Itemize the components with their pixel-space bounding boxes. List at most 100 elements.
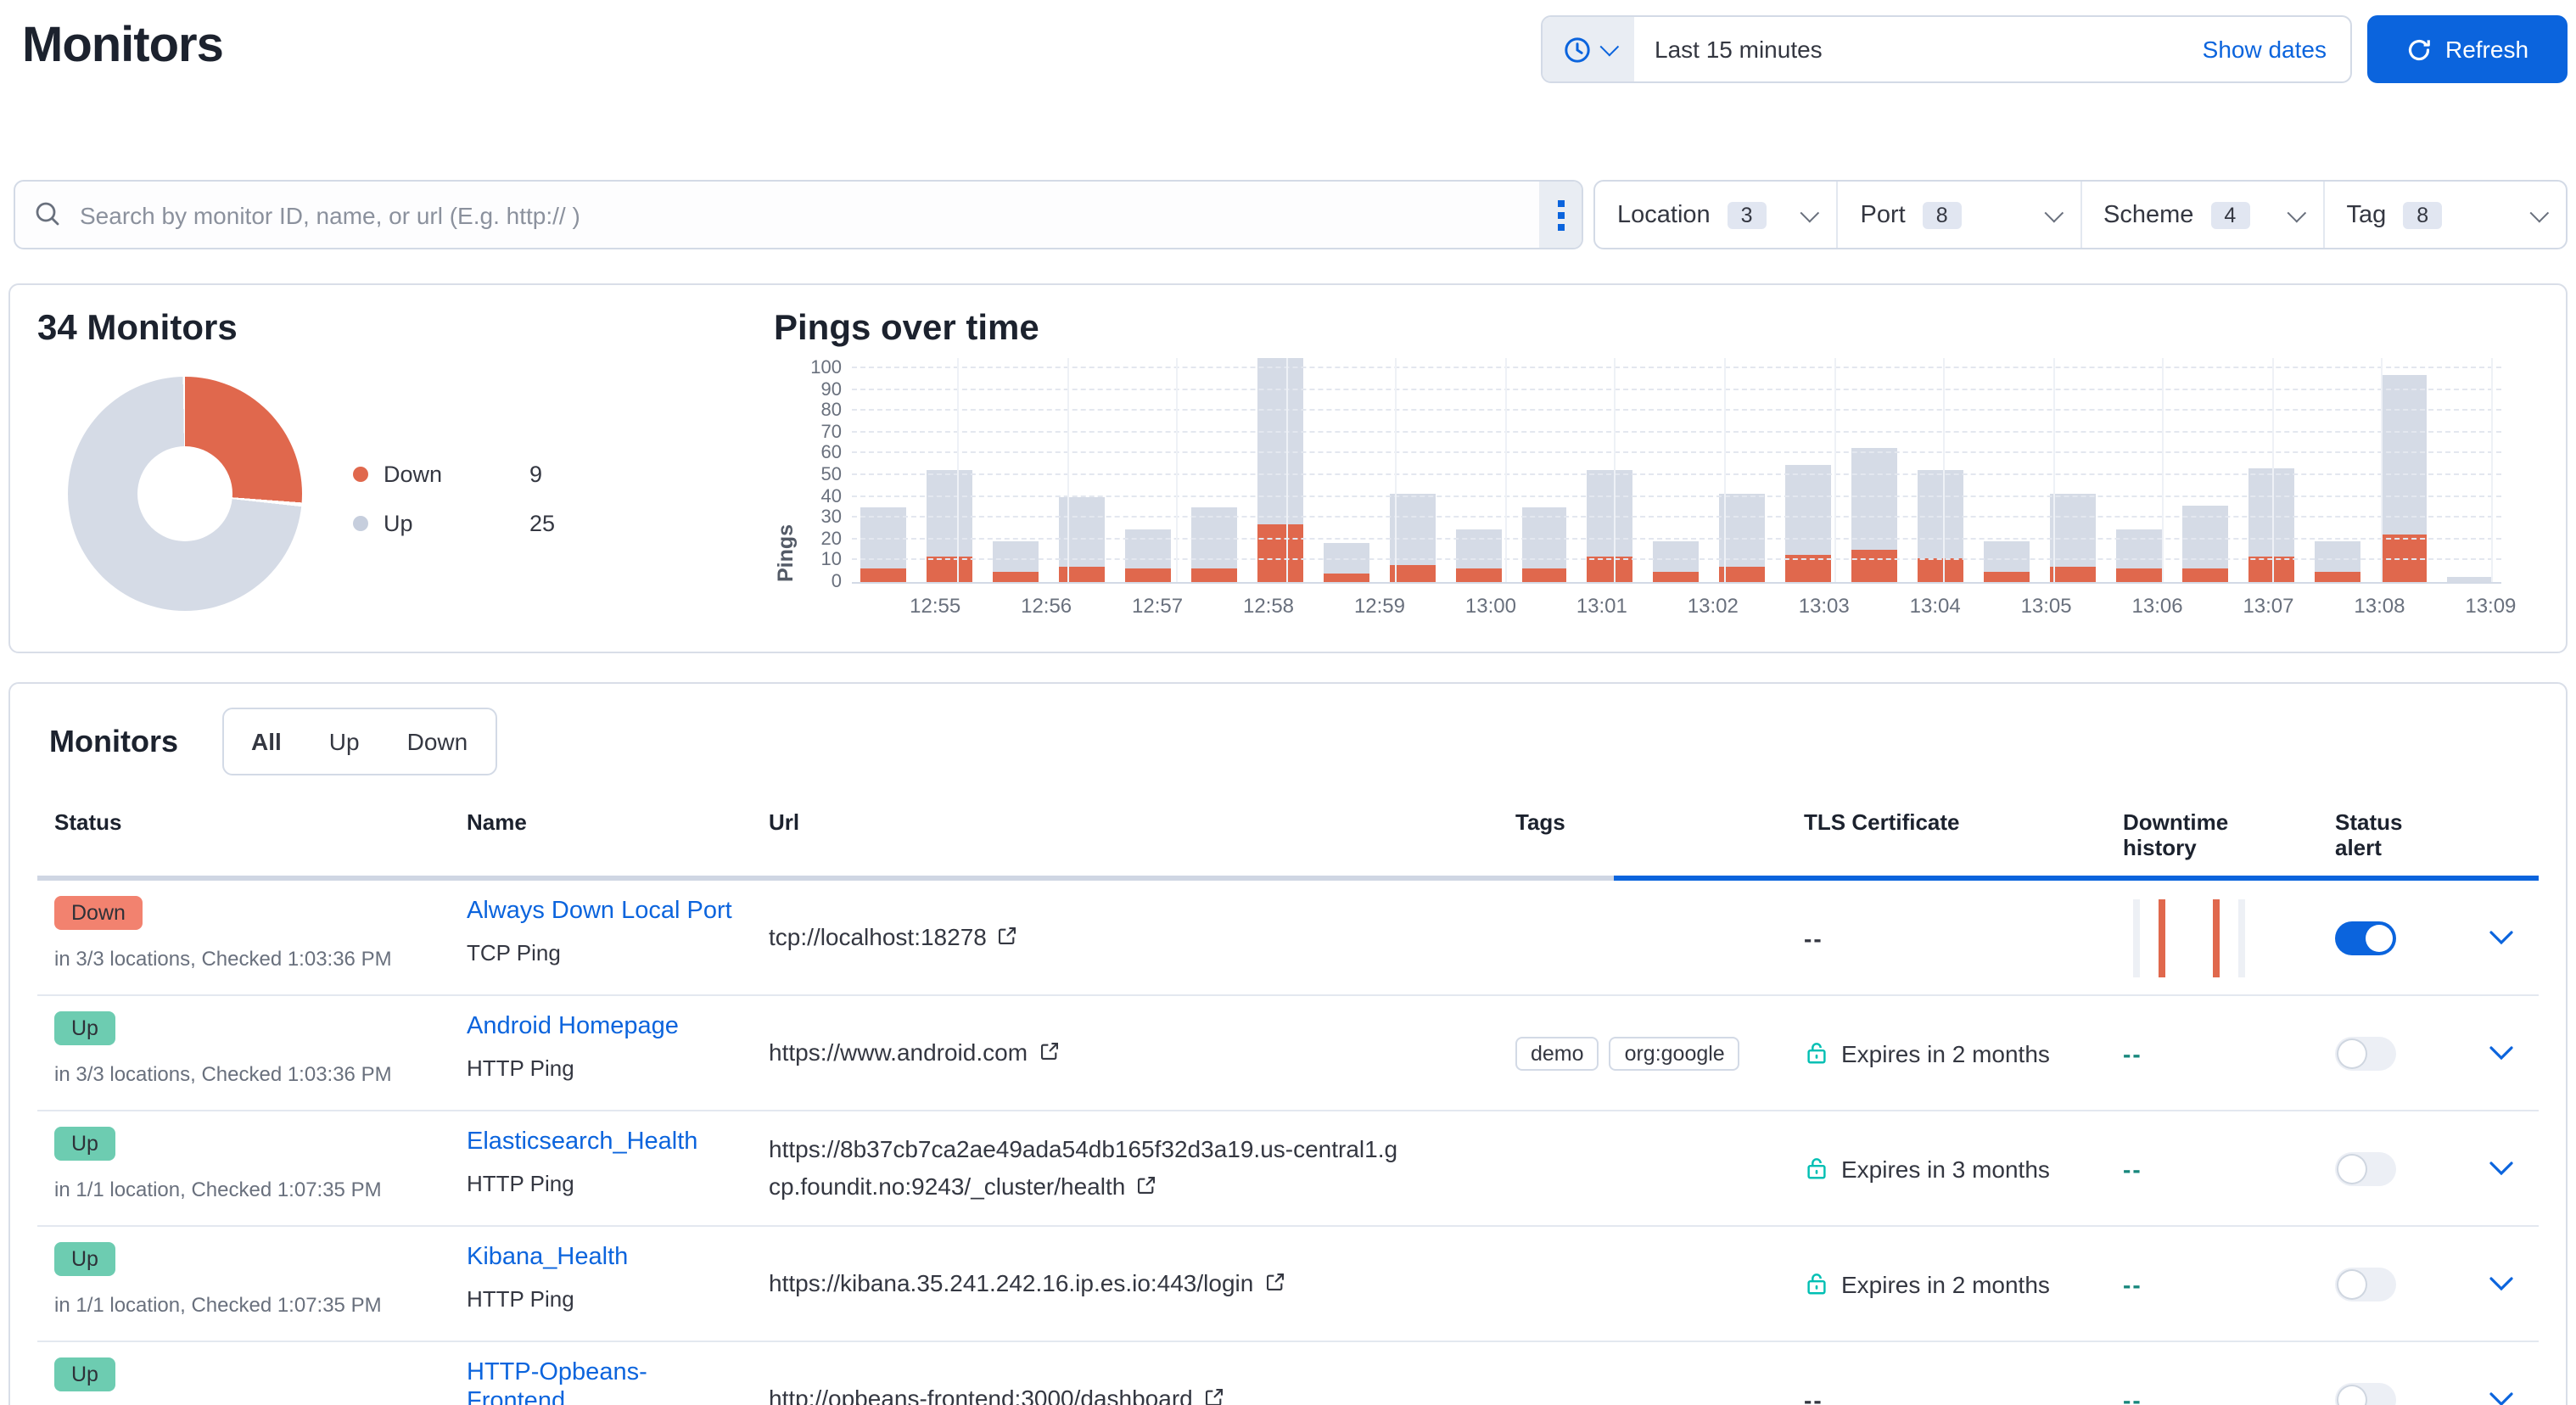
v-gridline bbox=[957, 358, 960, 582]
ping-bar-down-segment bbox=[860, 568, 906, 582]
ping-bar-down-segment bbox=[2248, 556, 2294, 582]
ping-bar-down-segment bbox=[1323, 573, 1369, 582]
status-alert-toggle[interactable] bbox=[2335, 1267, 2396, 1301]
monitor-name-link[interactable]: Always Down Local Port bbox=[467, 898, 732, 925]
status-cell: Down in 3/3 locations, Checked 1:03:36 PM bbox=[37, 881, 453, 971]
tab-up[interactable]: Up bbox=[328, 728, 360, 755]
ping-bar-down-segment bbox=[1058, 567, 1105, 582]
super-date-picker[interactable]: Last 15 minutes Show dates bbox=[1541, 15, 2352, 83]
monitor-url-link[interactable]: https://www.android.com bbox=[769, 1038, 1060, 1065]
status-alert-toggle[interactable] bbox=[2335, 1382, 2396, 1405]
monitor-name-link[interactable]: Elasticsearch_Health bbox=[467, 1128, 698, 1156]
h-gridline bbox=[852, 537, 2501, 540]
expand-row-button[interactable] bbox=[2461, 1161, 2542, 1176]
filter-label: Scheme bbox=[2103, 201, 2194, 228]
monitor-url-link[interactable]: https://8b37cb7ca2ae49ada54db165f32d3a19… bbox=[769, 1134, 1398, 1199]
expand-chevron-icon bbox=[2489, 1392, 2513, 1405]
tls-certificate-cell: Expires in 3 months bbox=[1790, 1155, 2109, 1182]
downtime-history-cell bbox=[2109, 898, 2321, 977]
table-loading-bar bbox=[37, 876, 2539, 881]
v-gridline bbox=[1067, 358, 1069, 582]
filter-label: Port bbox=[1860, 201, 1906, 228]
ping-bar-down-segment bbox=[1719, 567, 1766, 582]
status-alert-toggle[interactable] bbox=[2335, 921, 2396, 954]
tls-certificate-cell: -- bbox=[1790, 1385, 2109, 1405]
y-tick: 90 bbox=[820, 379, 843, 400]
tab-all[interactable]: All bbox=[251, 728, 282, 755]
expand-row-button[interactable] bbox=[2461, 930, 2542, 945]
filter-count-badge: 8 bbox=[1922, 201, 1962, 228]
expand-row-button[interactable] bbox=[2461, 1276, 2542, 1291]
refresh-icon bbox=[2408, 38, 2430, 60]
monitor-url-link[interactable]: tcp://localhost:18278 bbox=[769, 922, 1019, 949]
monitor-url-link[interactable]: http://opbeans-frontend:3000/dashboard bbox=[769, 1384, 1225, 1405]
h-gridline bbox=[852, 451, 2501, 454]
ping-bar bbox=[1785, 464, 1832, 582]
v-gridline bbox=[2381, 358, 2383, 582]
filter-scheme[interactable]: Scheme 4 bbox=[2080, 182, 2323, 248]
v-gridline bbox=[1834, 358, 1836, 582]
status-alert-toggle[interactable] bbox=[2335, 1036, 2396, 1070]
downtime-empty-value: -- bbox=[2123, 1270, 2142, 1297]
name-cell: Kibana_Health HTTP Ping bbox=[453, 1227, 755, 1312]
ping-bar-down-segment bbox=[1190, 568, 1237, 582]
filter-location[interactable]: Location 3 bbox=[1595, 182, 1837, 248]
expand-chevron-icon bbox=[2489, 931, 2513, 945]
column-header-name: Name bbox=[467, 809, 527, 835]
legend-item-up[interactable]: Up 25 bbox=[353, 511, 555, 536]
status-alert-toggle[interactable] bbox=[2335, 1151, 2396, 1185]
status-alert-cell bbox=[2321, 1267, 2461, 1301]
quick-select-button[interactable] bbox=[1543, 17, 1634, 81]
search-input[interactable] bbox=[14, 180, 1583, 249]
x-tick: 13:04 bbox=[1909, 594, 1961, 618]
downtime-history-cell: -- bbox=[2109, 1270, 2321, 1297]
filter-count-badge: 3 bbox=[1727, 201, 1767, 228]
h-gridline bbox=[852, 388, 2501, 390]
kql-menu-button[interactable] bbox=[1539, 182, 1582, 248]
toggle-knob bbox=[2338, 1155, 2366, 1182]
ping-bar-down-segment bbox=[1521, 568, 1567, 582]
legend-value: 9 bbox=[529, 462, 543, 487]
time-controls: Last 15 minutes Show dates Refresh bbox=[1541, 15, 2568, 83]
time-range-value[interactable]: Last 15 minutes bbox=[1655, 36, 1823, 63]
ping-bar bbox=[1984, 541, 2030, 582]
status-badge: Up bbox=[54, 1011, 115, 1045]
page-title: Monitors bbox=[22, 19, 224, 73]
ping-bar bbox=[1124, 529, 1171, 582]
monitor-name-link[interactable]: Android Homepage bbox=[467, 1013, 679, 1040]
status-badge: Up bbox=[54, 1357, 115, 1391]
y-tick: 30 bbox=[820, 507, 843, 529]
toggle-knob bbox=[2338, 1039, 2366, 1066]
tag-badge[interactable]: org:google bbox=[1609, 1036, 1740, 1070]
monitor-url-link[interactable]: https://kibana.35.241.242.16.ip.es.io:44… bbox=[769, 1268, 1285, 1296]
name-cell: Android Homepage HTTP Ping bbox=[453, 996, 755, 1081]
table-row: Up in 1/1 location, Checked 1:07:35 PM Kib… bbox=[37, 1227, 2539, 1342]
tags-cell: demo org:google bbox=[1502, 1036, 1790, 1070]
downtime-bar bbox=[2238, 898, 2245, 977]
status-alert-cell bbox=[2321, 1382, 2461, 1405]
ping-bar bbox=[2116, 529, 2163, 582]
filter-port[interactable]: Port 8 bbox=[1836, 182, 2080, 248]
tag-badge[interactable]: demo bbox=[1515, 1036, 1599, 1070]
filter-tag[interactable]: Tag 8 bbox=[2322, 182, 2567, 248]
table-row: Down in 3/3 locations, Checked 1:03:36 PM… bbox=[37, 881, 2539, 996]
bars-container bbox=[852, 358, 2501, 582]
tab-down[interactable]: Down bbox=[406, 728, 468, 755]
monitor-name-link[interactable]: Kibana_Health bbox=[467, 1244, 629, 1271]
legend-item-down[interactable]: Down 9 bbox=[353, 462, 555, 487]
expand-row-button[interactable] bbox=[2461, 1391, 2542, 1405]
show-dates-button[interactable]: Show dates bbox=[2202, 36, 2327, 63]
x-tick: 13:03 bbox=[1798, 594, 1850, 618]
ping-bar bbox=[2446, 577, 2493, 582]
x-tick: 13:06 bbox=[2131, 594, 2183, 618]
downtime-history-cell: -- bbox=[2109, 1155, 2321, 1182]
legend-value: 25 bbox=[529, 511, 556, 536]
x-axis-ticks: 12:55 12:56 12:57 12:58 12:59 13:00 13:01 13:02… bbox=[828, 594, 2516, 628]
downtime-history-cell: -- bbox=[2109, 1039, 2321, 1066]
refresh-button[interactable]: Refresh bbox=[2367, 15, 2568, 83]
monitor-name-link[interactable]: HTTP-Opbeans-Frontend bbox=[467, 1359, 647, 1405]
ping-bar bbox=[2380, 374, 2427, 582]
ping-bar-down-segment bbox=[1653, 571, 1700, 582]
expand-row-button[interactable] bbox=[2461, 1045, 2542, 1061]
filter-count-badge: 8 bbox=[2403, 201, 2443, 228]
